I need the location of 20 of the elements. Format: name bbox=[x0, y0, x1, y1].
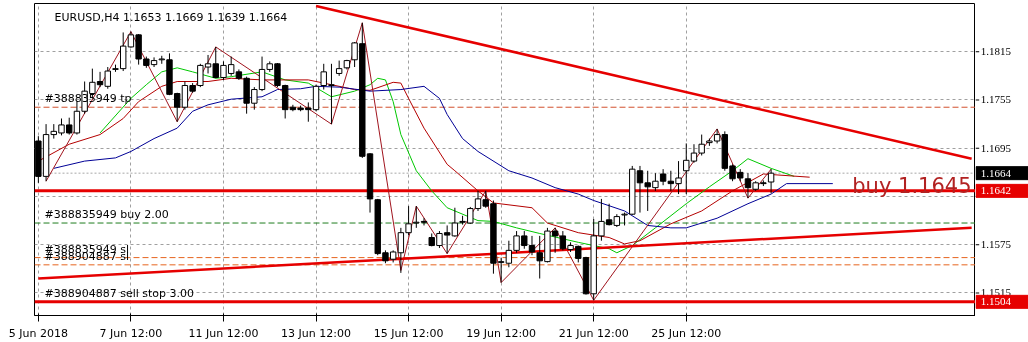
x-tick-label: 15 Jun 12:00 bbox=[373, 326, 444, 340]
ref-line-label: #388835949 buy 2.00 bbox=[44, 208, 169, 222]
x-tick-label: 5 Jun 2018 bbox=[8, 326, 68, 340]
ref-line-label: 1.1642 bbox=[980, 184, 1012, 197]
x-tick-label: 19 Jun 12:00 bbox=[466, 326, 537, 340]
y-tick-label: 1.1815 bbox=[980, 45, 1012, 58]
ref-line-label: 1.1504 bbox=[980, 295, 1012, 308]
x-tick-label: 11 Jun 12:00 bbox=[188, 326, 259, 340]
y-tick-label: 1.1755 bbox=[980, 93, 1012, 106]
x-tick-label: 25 Jun 12:00 bbox=[651, 326, 722, 340]
x-tick-label: 7 Jun 12:00 bbox=[99, 326, 163, 340]
x-tick-label: 21 Jun 12:00 bbox=[558, 326, 629, 340]
ref-line-label: 1.1664 bbox=[980, 166, 1012, 179]
y-tick-label: 1.1575 bbox=[980, 238, 1012, 251]
y-tick-label: 1.1695 bbox=[980, 141, 1012, 154]
line-series bbox=[45, 22, 772, 301]
ref-line-label: #388904887 sell stop 3.00 bbox=[44, 286, 195, 300]
candlestick bbox=[767, 168, 775, 194]
text: EURUSD,H4 1.1653 1.1669 1.1639 1.1664 bbox=[54, 11, 288, 24]
x-tick-label: 13 Jun 12:00 bbox=[281, 326, 351, 340]
